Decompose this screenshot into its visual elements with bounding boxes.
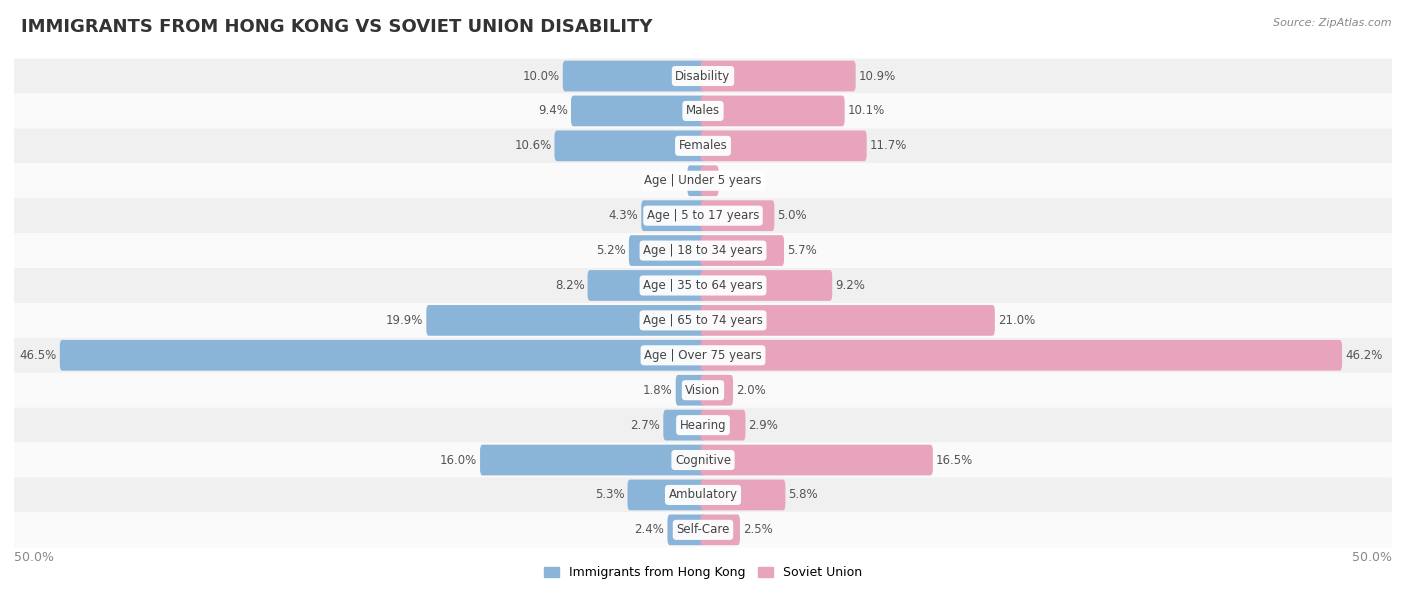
FancyBboxPatch shape	[700, 410, 745, 441]
FancyBboxPatch shape	[641, 200, 706, 231]
FancyBboxPatch shape	[700, 165, 718, 196]
Text: Age | 18 to 34 years: Age | 18 to 34 years	[643, 244, 763, 257]
Text: 5.2%: 5.2%	[596, 244, 626, 257]
FancyBboxPatch shape	[14, 442, 1392, 477]
Text: Age | 5 to 17 years: Age | 5 to 17 years	[647, 209, 759, 222]
Text: 10.6%: 10.6%	[515, 140, 551, 152]
Text: 10.9%: 10.9%	[859, 70, 896, 83]
Text: 16.5%: 16.5%	[936, 453, 973, 466]
FancyBboxPatch shape	[700, 95, 845, 126]
FancyBboxPatch shape	[571, 95, 706, 126]
FancyBboxPatch shape	[14, 233, 1392, 268]
Text: 2.5%: 2.5%	[742, 523, 773, 536]
FancyBboxPatch shape	[700, 130, 866, 161]
FancyBboxPatch shape	[700, 375, 733, 406]
Text: Age | Over 75 years: Age | Over 75 years	[644, 349, 762, 362]
Text: 0.95%: 0.95%	[721, 174, 759, 187]
Text: Females: Females	[679, 140, 727, 152]
FancyBboxPatch shape	[627, 480, 706, 510]
Text: 5.7%: 5.7%	[787, 244, 817, 257]
FancyBboxPatch shape	[60, 340, 706, 371]
Text: 2.0%: 2.0%	[737, 384, 766, 397]
FancyBboxPatch shape	[700, 340, 1343, 371]
Text: Age | 35 to 64 years: Age | 35 to 64 years	[643, 279, 763, 292]
Text: 2.9%: 2.9%	[748, 419, 779, 431]
FancyBboxPatch shape	[479, 445, 706, 476]
Text: 50.0%: 50.0%	[1353, 551, 1392, 564]
FancyBboxPatch shape	[14, 129, 1392, 163]
FancyBboxPatch shape	[700, 61, 856, 91]
FancyBboxPatch shape	[14, 94, 1392, 129]
FancyBboxPatch shape	[700, 200, 775, 231]
Text: 2.4%: 2.4%	[634, 523, 665, 536]
Text: 46.2%: 46.2%	[1346, 349, 1382, 362]
FancyBboxPatch shape	[14, 59, 1392, 94]
FancyBboxPatch shape	[700, 305, 995, 336]
Text: Hearing: Hearing	[679, 419, 727, 431]
FancyBboxPatch shape	[676, 375, 706, 406]
Text: Males: Males	[686, 105, 720, 118]
FancyBboxPatch shape	[554, 130, 706, 161]
FancyBboxPatch shape	[664, 410, 706, 441]
FancyBboxPatch shape	[700, 480, 786, 510]
Text: 16.0%: 16.0%	[440, 453, 477, 466]
FancyBboxPatch shape	[668, 515, 706, 545]
FancyBboxPatch shape	[14, 338, 1392, 373]
FancyBboxPatch shape	[14, 163, 1392, 198]
Text: IMMIGRANTS FROM HONG KONG VS SOVIET UNION DISABILITY: IMMIGRANTS FROM HONG KONG VS SOVIET UNIO…	[21, 18, 652, 36]
FancyBboxPatch shape	[14, 373, 1392, 408]
FancyBboxPatch shape	[700, 445, 932, 476]
Text: 9.4%: 9.4%	[538, 105, 568, 118]
FancyBboxPatch shape	[562, 61, 706, 91]
FancyBboxPatch shape	[14, 512, 1392, 547]
Text: 5.3%: 5.3%	[595, 488, 624, 501]
Text: 0.95%: 0.95%	[647, 174, 685, 187]
Text: 10.0%: 10.0%	[523, 70, 560, 83]
FancyBboxPatch shape	[14, 408, 1392, 442]
FancyBboxPatch shape	[14, 303, 1392, 338]
FancyBboxPatch shape	[14, 198, 1392, 233]
Text: 19.9%: 19.9%	[385, 314, 423, 327]
Text: Disability: Disability	[675, 70, 731, 83]
FancyBboxPatch shape	[588, 270, 706, 301]
Text: 10.1%: 10.1%	[848, 105, 884, 118]
Text: Cognitive: Cognitive	[675, 453, 731, 466]
Text: 46.5%: 46.5%	[20, 349, 56, 362]
Text: 11.7%: 11.7%	[870, 140, 907, 152]
FancyBboxPatch shape	[14, 477, 1392, 512]
Text: Source: ZipAtlas.com: Source: ZipAtlas.com	[1274, 18, 1392, 28]
Text: 5.0%: 5.0%	[778, 209, 807, 222]
Text: 2.7%: 2.7%	[630, 419, 661, 431]
FancyBboxPatch shape	[700, 515, 740, 545]
Text: 4.3%: 4.3%	[609, 209, 638, 222]
FancyBboxPatch shape	[700, 235, 785, 266]
FancyBboxPatch shape	[14, 268, 1392, 303]
Text: 8.2%: 8.2%	[555, 279, 585, 292]
Text: Vision: Vision	[685, 384, 721, 397]
FancyBboxPatch shape	[628, 235, 706, 266]
FancyBboxPatch shape	[688, 165, 706, 196]
FancyBboxPatch shape	[700, 270, 832, 301]
Text: 5.8%: 5.8%	[789, 488, 818, 501]
FancyBboxPatch shape	[426, 305, 706, 336]
Text: 21.0%: 21.0%	[998, 314, 1035, 327]
Text: 1.8%: 1.8%	[643, 384, 672, 397]
Text: Age | Under 5 years: Age | Under 5 years	[644, 174, 762, 187]
Legend: Immigrants from Hong Kong, Soviet Union: Immigrants from Hong Kong, Soviet Union	[538, 561, 868, 584]
Text: Self-Care: Self-Care	[676, 523, 730, 536]
Text: Age | 65 to 74 years: Age | 65 to 74 years	[643, 314, 763, 327]
Text: 50.0%: 50.0%	[14, 551, 53, 564]
Text: Ambulatory: Ambulatory	[668, 488, 738, 501]
Text: 9.2%: 9.2%	[835, 279, 865, 292]
